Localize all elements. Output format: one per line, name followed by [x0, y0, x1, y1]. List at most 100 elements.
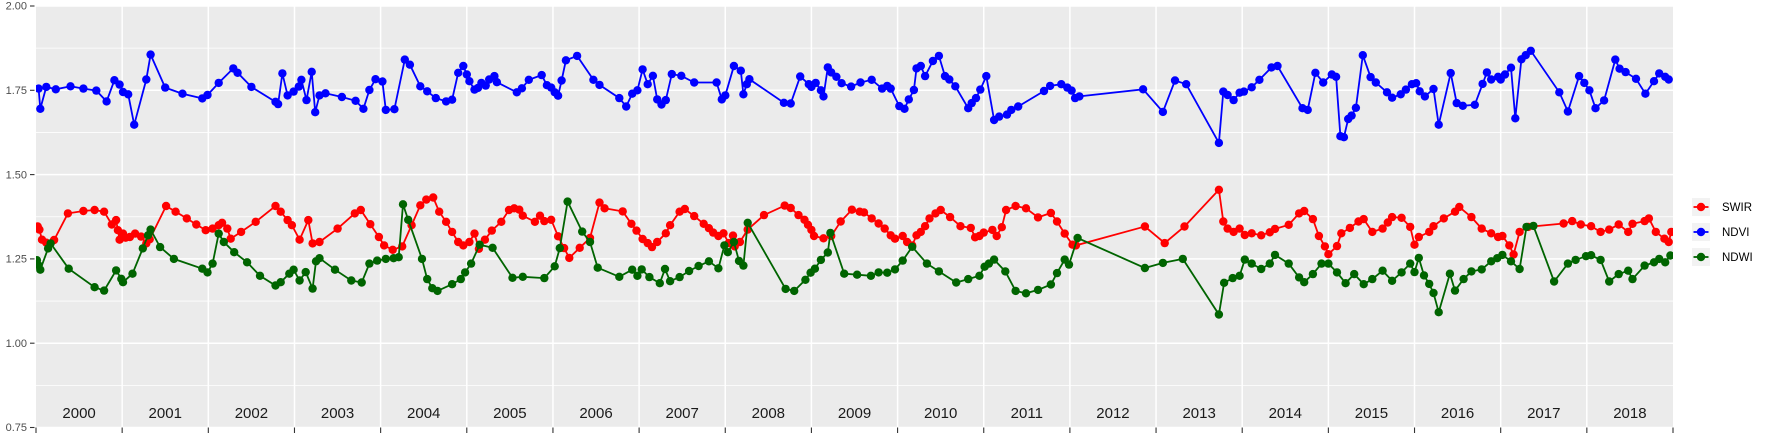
- data-point-swir: [530, 217, 540, 226]
- data-point-swir: [416, 201, 425, 210]
- data-point-ndvi: [589, 75, 598, 85]
- data-point-ndwi: [1414, 253, 1424, 263]
- data-point-ndvi: [1631, 74, 1641, 84]
- data-point-ndvi: [390, 105, 399, 114]
- data-point-ndwi: [460, 268, 470, 277]
- data-point-swir: [1240, 230, 1250, 240]
- data-point-swir: [1477, 224, 1486, 233]
- data-point-ndwi: [964, 274, 973, 284]
- data-point-ndwi: [138, 244, 147, 253]
- data-point-ndvi: [1239, 87, 1249, 96]
- data-point-swir: [661, 229, 670, 238]
- data-point-ndvi: [115, 80, 124, 89]
- data-point-ndvi: [214, 78, 223, 88]
- data-point-swir: [487, 226, 496, 235]
- data-point-swir: [794, 210, 803, 220]
- data-point-ndvi: [729, 61, 739, 71]
- data-point-swir: [304, 215, 313, 225]
- data-point-swir: [1021, 204, 1031, 213]
- data-point-ndwi: [308, 284, 317, 293]
- data-point-ndwi: [289, 265, 298, 274]
- data-point-ndvi: [311, 108, 320, 117]
- data-point-ndvi: [1487, 75, 1496, 84]
- data-point-ndvi: [739, 90, 748, 99]
- data-point-ndwi: [1522, 222, 1531, 232]
- data-point-swir: [653, 237, 662, 247]
- data-point-ndwi: [1450, 286, 1460, 295]
- data-point-swir: [90, 205, 99, 215]
- data-point-swir: [36, 225, 44, 234]
- data-point-ndwi: [398, 200, 408, 209]
- data-point-swir: [1425, 227, 1434, 237]
- data-point-ndwi: [394, 253, 403, 262]
- data-point-ndvi: [178, 89, 187, 98]
- data-point-ndwi: [208, 259, 217, 268]
- data-point-swir: [547, 215, 556, 224]
- data-point-swir: [1624, 227, 1633, 237]
- data-point-swir: [966, 223, 975, 233]
- data-point-ndvi: [553, 91, 563, 100]
- data-point-swir: [1011, 201, 1020, 211]
- data-point-swir: [99, 207, 109, 216]
- data-point-swir: [1337, 229, 1346, 238]
- data-point-ndwi: [801, 275, 810, 284]
- data-point-swir: [1052, 217, 1062, 226]
- data-point-swir: [480, 235, 490, 244]
- data-point-ndvi: [811, 78, 820, 88]
- data-point-ndwi: [1368, 274, 1377, 284]
- data-point-ndwi: [1477, 265, 1486, 274]
- legend-label-swir: SWIR: [1722, 202, 1752, 214]
- data-point-swir: [1628, 219, 1637, 228]
- data-point-ndvi: [1351, 103, 1361, 113]
- data-point-ndvi: [1429, 84, 1438, 94]
- data-point-ndwi: [1506, 257, 1516, 266]
- data-point-ndwi: [1270, 250, 1280, 260]
- data-point-swir: [1378, 224, 1387, 233]
- data-point-ndvi: [1358, 51, 1368, 60]
- data-point-swir: [236, 227, 246, 237]
- data-point-ndwi: [1397, 268, 1406, 277]
- data-point-swir: [1320, 242, 1330, 251]
- data-point-ndvi: [832, 72, 841, 82]
- data-point-swir: [595, 198, 604, 207]
- data-point-swir: [575, 243, 584, 252]
- data-point-ndwi: [1052, 268, 1062, 278]
- data-point-ndwi: [1459, 274, 1468, 284]
- data-point-ndvi: [909, 85, 919, 95]
- data-point-ndwi: [694, 261, 703, 271]
- data-point-ndwi: [155, 242, 165, 252]
- data-point-swir: [600, 204, 609, 213]
- data-point-ndwi: [660, 264, 670, 274]
- data-point-swir: [1046, 208, 1056, 218]
- data-point-ndvi: [945, 75, 954, 84]
- data-point-swir: [1160, 238, 1169, 248]
- data-point-ndwi: [128, 269, 137, 278]
- data-point-ndwi: [1549, 277, 1559, 286]
- data-point-ndvi: [1412, 79, 1421, 88]
- data-point-ndwi: [1219, 278, 1229, 287]
- data-point-ndwi: [518, 272, 527, 281]
- data-point-swir: [925, 214, 934, 223]
- data-point-ndvi: [1434, 120, 1443, 129]
- data-point-ndvi: [447, 95, 457, 104]
- data-point-ndvi: [1664, 75, 1673, 84]
- data-point-swir: [627, 219, 636, 228]
- data-point-ndvi: [712, 78, 721, 87]
- data-point-ndvi: [462, 70, 471, 79]
- y-tick-label: 2.00: [6, 1, 27, 13]
- data-point-ndwi: [852, 270, 862, 279]
- data-point-swir: [379, 241, 389, 250]
- data-point-ndwi: [1214, 310, 1224, 319]
- data-point-ndvi: [557, 76, 566, 85]
- data-point-ndvi: [721, 91, 730, 100]
- data-point-ndwi: [1284, 259, 1293, 268]
- data-point-ndvi: [51, 85, 60, 94]
- data-point-swir: [916, 227, 925, 237]
- data-point-ndwi: [823, 248, 832, 257]
- data-point-swir: [1001, 205, 1011, 215]
- data-point-swir: [1596, 227, 1605, 237]
- data-point-swir: [819, 234, 828, 243]
- data-point-swir: [1397, 213, 1406, 222]
